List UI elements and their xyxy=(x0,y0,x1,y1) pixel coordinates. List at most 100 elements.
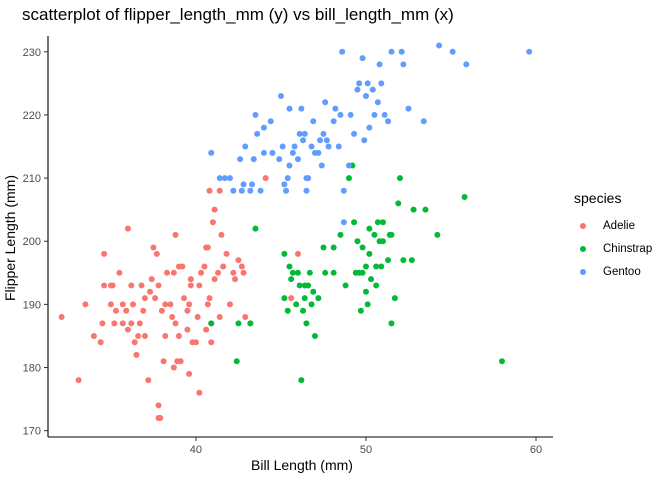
point-adelie xyxy=(194,314,201,321)
point-adelie xyxy=(82,301,89,308)
point-gentoo xyxy=(279,143,286,150)
point-adelie xyxy=(160,358,167,365)
point-chinstrap xyxy=(410,206,417,213)
point-chinstrap xyxy=(388,231,395,238)
point-gentoo xyxy=(449,48,456,55)
point-gentoo xyxy=(294,156,301,163)
point-adelie xyxy=(138,282,145,289)
point-chinstrap xyxy=(284,307,291,314)
legend-key-chinstrap xyxy=(574,240,591,257)
point-gentoo xyxy=(339,48,346,55)
point-adelie xyxy=(186,301,193,308)
point-adelie xyxy=(230,269,237,276)
point-chinstrap xyxy=(315,295,322,302)
point-gentoo xyxy=(257,187,264,194)
point-chinstrap xyxy=(345,175,352,182)
point-chinstrap xyxy=(320,244,327,251)
point-chinstrap xyxy=(310,288,317,295)
point-adelie xyxy=(167,301,174,308)
point-adelie xyxy=(164,269,171,276)
point-gentoo xyxy=(376,61,383,68)
point-chinstrap xyxy=(373,282,380,289)
x-tick-label: 60 xyxy=(530,444,542,456)
x-axis-label: Bill Length (mm) xyxy=(251,457,353,473)
legend-label-chinstrap: Chinstrap xyxy=(603,242,653,255)
point-adelie xyxy=(235,257,242,264)
point-adelie xyxy=(111,320,118,327)
point-adelie xyxy=(155,402,162,409)
point-gentoo xyxy=(254,130,261,137)
point-chinstrap xyxy=(296,282,303,289)
point-adelie xyxy=(201,263,208,270)
y-tick-label: 190 xyxy=(23,299,41,311)
point-gentoo xyxy=(356,80,363,87)
point-gentoo xyxy=(291,143,298,150)
legend-item-adelie: Adelie xyxy=(574,214,652,237)
point-chinstrap xyxy=(388,320,395,327)
point-adelie xyxy=(288,295,295,302)
point-gentoo xyxy=(281,181,288,188)
point-adelie xyxy=(216,187,223,194)
point-chinstrap xyxy=(362,288,369,295)
point-gentoo xyxy=(237,156,244,163)
point-chinstrap xyxy=(301,282,308,289)
point-adelie xyxy=(215,269,222,276)
point-gentoo xyxy=(269,149,276,156)
point-gentoo xyxy=(216,175,223,182)
point-chinstrap xyxy=(366,225,373,232)
point-gentoo xyxy=(247,187,254,194)
point-gentoo xyxy=(226,175,233,182)
point-adelie xyxy=(177,358,184,365)
point-chinstrap xyxy=(308,301,315,308)
point-adelie xyxy=(196,282,203,289)
point-adelie xyxy=(196,389,203,396)
point-adelie xyxy=(162,301,169,308)
point-adelie xyxy=(123,307,130,314)
point-gentoo xyxy=(351,130,358,137)
point-chinstrap xyxy=(395,200,402,207)
point-chinstrap xyxy=(422,206,429,213)
point-adelie xyxy=(206,295,213,302)
point-chinstrap xyxy=(300,307,307,314)
point-adelie xyxy=(157,415,164,422)
point-gentoo xyxy=(305,175,312,182)
point-gentoo xyxy=(420,118,427,125)
point-gentoo xyxy=(284,175,291,182)
legend-key-gentoo xyxy=(574,263,591,280)
point-gentoo xyxy=(303,187,310,194)
point-adelie xyxy=(203,326,210,333)
point-chinstrap xyxy=(351,219,358,226)
point-adelie xyxy=(170,269,177,276)
point-gentoo xyxy=(526,48,533,55)
point-chinstrap xyxy=(373,263,380,270)
data-points xyxy=(58,42,533,422)
point-chinstrap xyxy=(342,282,349,289)
point-adelie xyxy=(192,339,199,346)
point-adelie xyxy=(133,351,140,358)
point-adelie xyxy=(184,326,191,333)
point-gentoo xyxy=(337,111,344,118)
legend-dot-adelie xyxy=(579,222,586,229)
point-gentoo xyxy=(436,42,443,49)
point-adelie xyxy=(116,269,123,276)
point-adelie xyxy=(187,276,194,283)
point-adelie xyxy=(186,370,193,377)
point-chinstrap xyxy=(374,219,381,226)
point-adelie xyxy=(113,307,120,314)
point-gentoo xyxy=(240,181,247,188)
point-adelie xyxy=(97,339,104,346)
point-chinstrap xyxy=(359,244,366,251)
point-gentoo xyxy=(260,124,267,131)
point-chinstrap xyxy=(286,263,293,270)
point-adelie xyxy=(101,282,108,289)
point-chinstrap xyxy=(293,301,300,308)
point-gentoo xyxy=(347,111,354,118)
legend-dot-gentoo xyxy=(579,268,586,275)
point-chinstrap xyxy=(235,320,242,327)
point-gentoo xyxy=(463,61,470,68)
point-adelie xyxy=(148,276,155,283)
point-adelie xyxy=(141,332,148,339)
point-adelie xyxy=(294,250,301,257)
y-axis-label: Flipper Length (mm) xyxy=(2,174,18,302)
